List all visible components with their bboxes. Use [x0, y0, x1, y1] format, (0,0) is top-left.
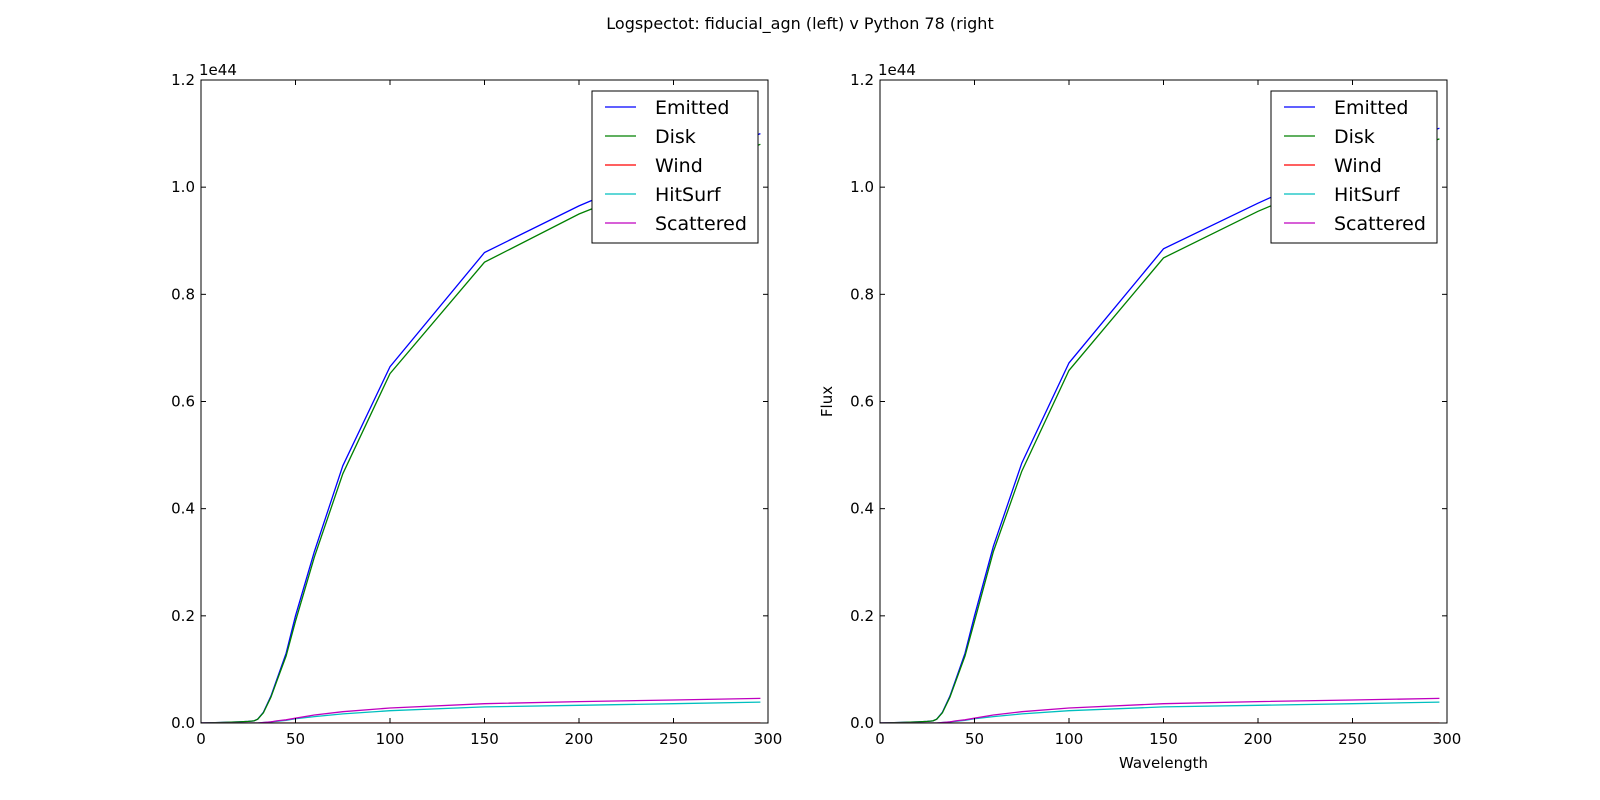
- x-tick-label: 250: [659, 730, 688, 748]
- y-axis-label: Flux: [818, 386, 836, 417]
- y-tick-label: 0.6: [850, 393, 874, 411]
- x-tick-label: 50: [286, 730, 305, 748]
- y-scale-label: 1e44: [199, 61, 237, 79]
- series-line-disk: [201, 143, 761, 723]
- legend-label-hitsurf: HitSurf: [1334, 184, 1401, 206]
- y-tick-label: 1.0: [850, 178, 874, 196]
- y-tick-label: 0.6: [171, 393, 195, 411]
- legend-label-disk: Disk: [1334, 126, 1375, 148]
- figure-title: Logspectot: fiducial_agn (left) v Python…: [606, 14, 994, 33]
- y-tick-label: 0.8: [171, 285, 195, 303]
- x-tick-label: 100: [376, 730, 405, 748]
- series-line-disk: [880, 138, 1440, 723]
- x-axis-label: Wavelength: [1119, 754, 1208, 772]
- legend-label-emitted: Emitted: [1334, 97, 1408, 119]
- x-tick-label: 100: [1055, 730, 1084, 748]
- y-tick-label: 1.2: [850, 71, 874, 89]
- x-tick-label: 300: [754, 730, 783, 748]
- legend: Emitted Disk Wind HitSurf Scattered: [1270, 90, 1438, 244]
- legend-label-wind: Wind: [655, 155, 703, 177]
- plot-right: 0 50 100 150 200 250 300 0.0 0.2 0.4 0.6 0.8 1.0 1.21…: [818, 61, 1461, 772]
- y-tick-label: 0.0: [850, 714, 874, 732]
- x-tick-label: 0: [196, 730, 206, 748]
- x-tick-label: 50: [965, 730, 984, 748]
- x-tick-label: 200: [565, 730, 594, 748]
- legend-label-disk: Disk: [655, 126, 696, 148]
- series-line-scattered: [880, 697, 1440, 723]
- legend: Emitted Disk Wind HitSurf Scattered: [591, 90, 759, 244]
- y-scale-label: 1e44: [878, 61, 916, 79]
- legend-label-wind: Wind: [1334, 155, 1382, 177]
- y-tick-label: 0.0: [171, 714, 195, 732]
- x-tick-label: 200: [1244, 730, 1273, 748]
- x-tick-label: 0: [875, 730, 885, 748]
- legend-box: [1270, 90, 1438, 244]
- y-tick-label: 0.2: [850, 607, 874, 625]
- x-tick-label: 150: [470, 730, 499, 748]
- y-tick-label: 1.0: [171, 178, 195, 196]
- y-tick-label: 1.2: [171, 71, 195, 89]
- plot-left: 0 50 100 150 200 250 300 0.0 0.2 0.4 0.6 0.8 1.0 1.21…: [171, 61, 782, 748]
- legend-label-scattered: Scattered: [655, 213, 747, 235]
- legend-label-hitsurf: HitSurf: [655, 184, 722, 206]
- y-tick-label: 0.4: [850, 500, 874, 518]
- x-tick-label: 300: [1433, 730, 1462, 748]
- legend-box: [591, 90, 759, 244]
- series-line-scattered: [201, 697, 761, 723]
- x-tick-label: 250: [1338, 730, 1367, 748]
- y-tick-label: 0.8: [850, 285, 874, 303]
- x-tick-label: 150: [1149, 730, 1178, 748]
- y-tick-label: 0.4: [171, 500, 195, 518]
- y-tick-label: 0.2: [171, 607, 195, 625]
- legend-label-emitted: Emitted: [655, 97, 729, 119]
- legend-label-scattered: Scattered: [1334, 213, 1426, 235]
